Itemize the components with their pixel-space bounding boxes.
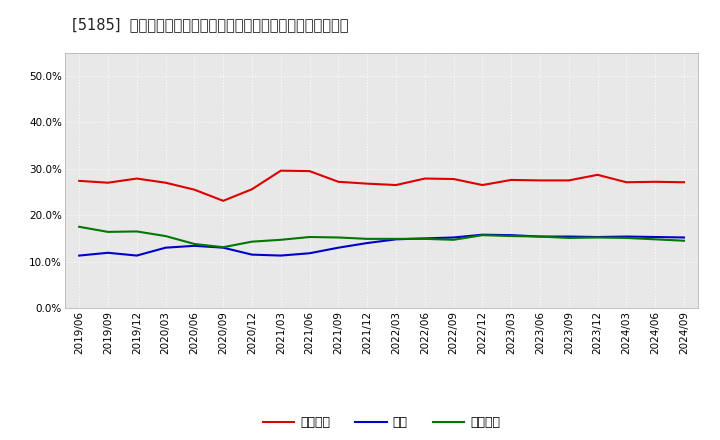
Line: 在庫: 在庫 bbox=[79, 235, 684, 256]
買入債務 bbox=[276, 237, 285, 242]
売上債権 bbox=[507, 177, 516, 183]
在庫 bbox=[478, 232, 487, 237]
買入債務 bbox=[651, 237, 660, 242]
買入債務 bbox=[507, 234, 516, 239]
在庫 bbox=[593, 235, 602, 240]
買入債務 bbox=[75, 224, 84, 229]
在庫 bbox=[190, 243, 199, 249]
在庫 bbox=[276, 253, 285, 258]
買入債務 bbox=[478, 232, 487, 238]
売上債権 bbox=[622, 180, 631, 185]
在庫 bbox=[507, 232, 516, 238]
在庫 bbox=[334, 245, 343, 250]
売上債権 bbox=[132, 176, 141, 181]
在庫 bbox=[651, 235, 660, 240]
買入債務 bbox=[248, 239, 256, 244]
在庫 bbox=[305, 251, 314, 256]
売上債権 bbox=[420, 176, 429, 181]
在庫 bbox=[104, 250, 112, 256]
買入債務 bbox=[593, 235, 602, 240]
売上債権 bbox=[276, 168, 285, 173]
売上債権 bbox=[478, 183, 487, 188]
Legend: 売上債権, 在庫, 買入債務: 売上債権, 在庫, 買入債務 bbox=[258, 411, 505, 434]
在庫 bbox=[219, 245, 228, 250]
在庫 bbox=[536, 234, 544, 239]
在庫 bbox=[420, 236, 429, 241]
在庫 bbox=[564, 234, 573, 239]
在庫 bbox=[622, 234, 631, 239]
買入債務 bbox=[680, 238, 688, 243]
Line: 売上債権: 売上債権 bbox=[79, 171, 684, 201]
売上債権 bbox=[75, 178, 84, 183]
買入債務 bbox=[420, 236, 429, 242]
売上債権 bbox=[104, 180, 112, 185]
買入債務 bbox=[305, 235, 314, 240]
売上債権 bbox=[449, 176, 458, 182]
買入債務 bbox=[449, 237, 458, 242]
買入債務 bbox=[536, 234, 544, 239]
売上債権 bbox=[248, 187, 256, 192]
売上債権 bbox=[334, 179, 343, 184]
買入債務 bbox=[334, 235, 343, 240]
売上債権 bbox=[305, 169, 314, 174]
売上債権 bbox=[219, 198, 228, 203]
在庫 bbox=[392, 237, 400, 242]
売上債権 bbox=[536, 178, 544, 183]
売上債権 bbox=[392, 183, 400, 188]
買入債務 bbox=[190, 241, 199, 246]
売上債権 bbox=[190, 187, 199, 192]
在庫 bbox=[248, 252, 256, 257]
売上債権 bbox=[651, 179, 660, 184]
買入債務 bbox=[392, 236, 400, 242]
在庫 bbox=[161, 245, 170, 250]
売上債権 bbox=[680, 180, 688, 185]
在庫 bbox=[363, 240, 372, 246]
買入債務 bbox=[622, 235, 631, 241]
売上債権 bbox=[363, 181, 372, 186]
Line: 買入債務: 買入債務 bbox=[79, 227, 684, 247]
買入債務 bbox=[161, 234, 170, 239]
買入債務 bbox=[104, 229, 112, 235]
買入債務 bbox=[564, 235, 573, 241]
Text: [5185]  売上債権、在庫、買入債務の総資産に対する比率の推移: [5185] 売上債権、在庫、買入債務の総資産に対する比率の推移 bbox=[72, 18, 348, 33]
売上債権 bbox=[161, 180, 170, 185]
在庫 bbox=[75, 253, 84, 258]
買入債務 bbox=[132, 229, 141, 234]
在庫 bbox=[449, 235, 458, 240]
買入債務 bbox=[219, 245, 228, 250]
売上債権 bbox=[593, 172, 602, 177]
在庫 bbox=[680, 235, 688, 240]
売上債権 bbox=[564, 178, 573, 183]
在庫 bbox=[132, 253, 141, 258]
買入債務 bbox=[363, 236, 372, 242]
